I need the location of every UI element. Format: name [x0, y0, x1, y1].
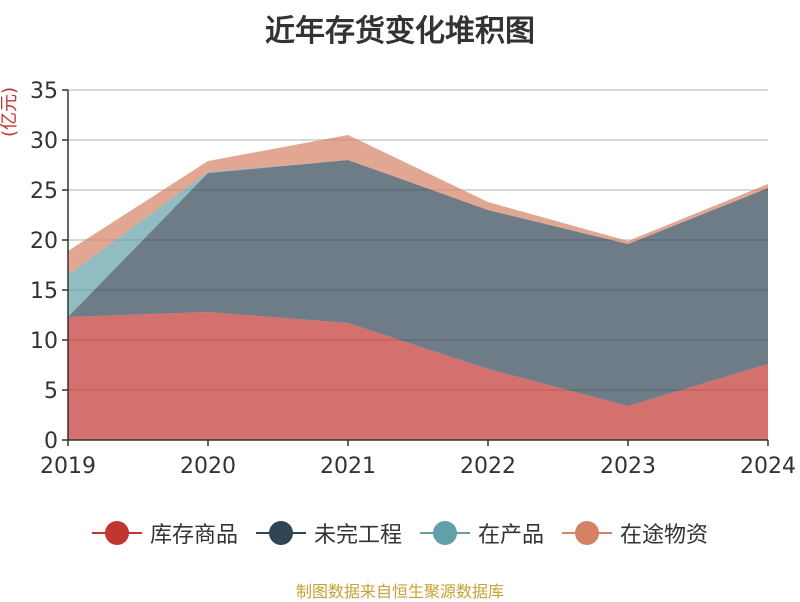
- legend-item[interactable]: 在途物资: [562, 517, 708, 549]
- y-tick-label: 20: [30, 229, 58, 254]
- y-tick-label: 5: [44, 379, 58, 404]
- legend-label: 在产品: [478, 523, 545, 548]
- y-axis-label: (亿元): [0, 87, 20, 137]
- x-tick-label: 2020: [180, 454, 236, 479]
- y-tick-label: 35: [30, 79, 58, 104]
- y-tick-label: 25: [30, 179, 58, 204]
- data-source-note: 制图数据来自恒生聚源数据库: [295, 582, 504, 601]
- y-tick-label: 30: [30, 129, 58, 154]
- series-areas: [68, 135, 768, 440]
- legend-marker-icon: [255, 521, 306, 545]
- series-area-1: [68, 312, 768, 440]
- y-tick-label: 0: [44, 429, 58, 454]
- x-tick-label: 2019: [40, 454, 96, 479]
- y-tick-label: 15: [30, 279, 58, 304]
- legend-label: 库存商品: [149, 523, 238, 548]
- x-tick-label: 2021: [320, 454, 376, 479]
- legend-item[interactable]: 在产品: [420, 517, 544, 549]
- x-tick-label: 2022: [460, 454, 516, 479]
- y-tick-label: 10: [30, 329, 58, 354]
- series-area-2: [68, 160, 768, 406]
- legend-item[interactable]: 未完工程: [255, 517, 402, 549]
- chart-title: 近年存货变化堆积图: [265, 14, 535, 49]
- legend-label: 在途物资: [620, 523, 709, 548]
- chart-legend: 库存商品 未完工程 在产品 在途物资: [0, 515, 800, 551]
- x-tick-label: 2023: [600, 454, 656, 479]
- legend-marker-icon: [420, 521, 470, 545]
- legend-marker-icon: [562, 521, 613, 545]
- x-tick-label: 2024: [740, 454, 796, 479]
- legend-label: 未完工程: [313, 523, 402, 548]
- axes: 0 5 10 15 20 25 30 35 2019 2020 2021 2022 2023 2024: [30, 79, 796, 479]
- legend-marker-icon: [91, 521, 142, 545]
- legend-item[interactable]: 库存商品: [91, 517, 238, 549]
